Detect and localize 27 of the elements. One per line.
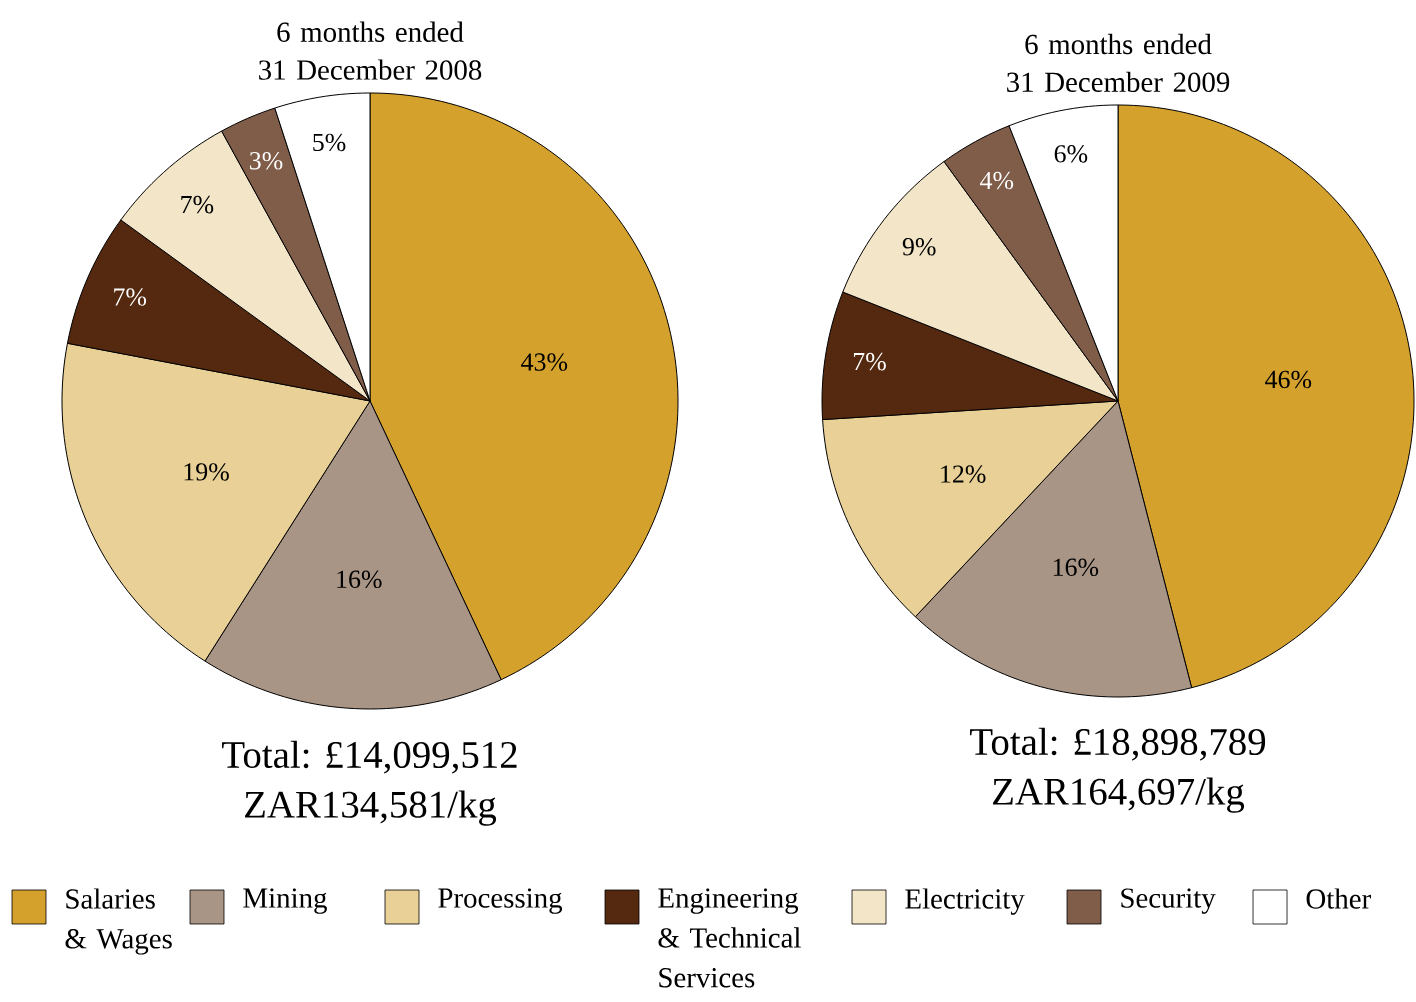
text: Total: £14,099,512 (222, 740, 517, 774)
data-label: 5% (313, 133, 346, 152)
data-label: 7% (181, 195, 214, 214)
data-label: 7% (853, 352, 886, 371)
text: Total: £18,898,789 (970, 727, 1266, 761)
legend-label: Electricity (905, 888, 1025, 915)
text: ZAR164,697/kg (993, 777, 1245, 813)
legend-label: Processing (438, 888, 563, 914)
chart-title: 6 months ended 31 December 2009 (1007, 33, 1230, 93)
data-label: 4% (980, 171, 1014, 190)
data-label: 12% (941, 465, 986, 483)
data-label: 16% (1053, 558, 1099, 577)
legend-label: Mining (243, 888, 327, 914)
data-label: 6% (1054, 145, 1088, 163)
data-label: 7% (114, 288, 147, 306)
data-label: 9% (902, 238, 936, 256)
data-label: 16% (337, 570, 382, 589)
legend-label: Salaries & Wages (65, 888, 172, 955)
chart-title: 6 months ended 31 December 2008 (259, 21, 482, 80)
legend-label: Security (1121, 888, 1216, 914)
data-label: 19% (184, 463, 229, 481)
data-label: 3% (250, 151, 283, 170)
data-label: 43% (521, 353, 568, 371)
text: ZAR134,581/kg (245, 790, 497, 826)
data-label: 46% (1265, 370, 1312, 389)
legend-label: Engineering & Technical Services (658, 888, 801, 988)
legend-label: Other (1306, 888, 1371, 909)
